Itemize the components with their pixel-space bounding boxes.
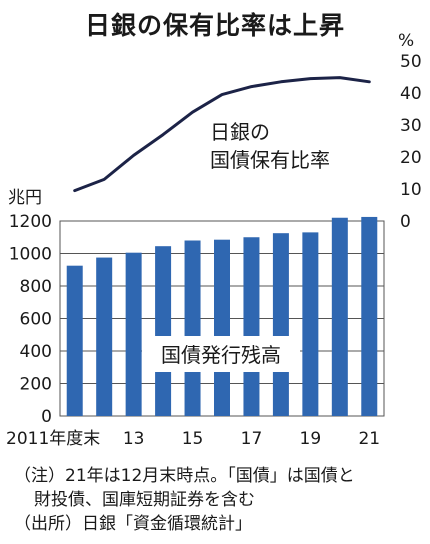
line-series <box>73 76 371 193</box>
bar <box>302 232 319 416</box>
line-series-label: 日銀の <box>210 120 270 144</box>
chart-title: 日銀の保有比率は上昇 <box>84 11 345 40</box>
right-axis-unit: % <box>398 31 414 51</box>
left-axis-unit: 兆円 <box>8 188 42 208</box>
line-series-label: 国債保有比率 <box>210 148 330 172</box>
right-tick-label: 40 <box>400 84 422 104</box>
bar <box>361 216 378 416</box>
left-tick-label: 800 <box>20 277 52 297</box>
x-tick-label: 19 <box>300 429 322 449</box>
right-tick-label: 0 <box>400 212 411 232</box>
bar <box>272 233 289 416</box>
x-tick-label: 15 <box>182 429 204 449</box>
left-tick-label: 0 <box>41 407 52 427</box>
bar <box>184 240 201 416</box>
bar <box>243 237 260 416</box>
bar <box>96 257 113 416</box>
left-tick-label: 1000 <box>9 245 52 265</box>
bar <box>331 217 348 416</box>
note-line-1: （注）21年は12月末時点。「国債」は国債と <box>14 466 355 486</box>
note-line-2: 財投債、国庫短期証券を含む <box>34 490 255 510</box>
right-tick-label: 20 <box>400 148 422 168</box>
bar-series-label-box <box>142 336 300 372</box>
bar <box>66 265 83 416</box>
right-tick-label: 30 <box>400 116 422 136</box>
x-tick-label: 2011年度末 <box>6 429 100 449</box>
bar <box>125 252 142 416</box>
right-tick-label: 50 <box>400 52 422 72</box>
bar-series-label: 国債発行残高 <box>161 343 281 367</box>
right-tick-label: 10 <box>400 180 422 200</box>
left-tick-label: 400 <box>20 342 52 362</box>
x-tick-label: 21 <box>358 429 380 449</box>
combo-chart: 0 200 400 600 800 1000 1200 兆円 0 10 20 30 40 50% 日銀の国債… <box>6 31 422 449</box>
bar <box>214 239 230 416</box>
source-note: （出所）日銀「資金循環統計」 <box>14 514 252 534</box>
bar <box>155 246 172 416</box>
x-tick-label: 17 <box>241 429 263 449</box>
left-tick-label: 200 <box>20 375 52 395</box>
x-tick-label: 13 <box>123 429 145 449</box>
left-tick-label: 600 <box>20 310 52 330</box>
left-tick-label: 1200 <box>9 212 52 232</box>
